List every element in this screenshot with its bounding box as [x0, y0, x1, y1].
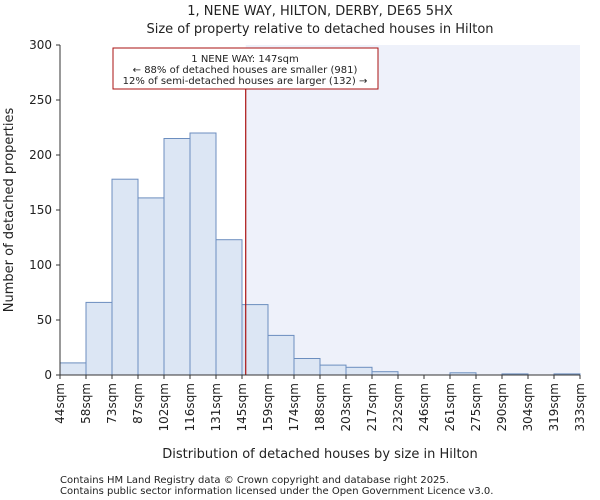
y-axis-label: Number of detached properties	[2, 108, 17, 313]
annotation-box: 1 NENE WAY: 147sqm ← 88% of detached hou…	[112, 47, 379, 90]
annotation-smaller: ← 88% of detached houses are smaller (98…	[133, 65, 358, 76]
x-tick-label: 319sqm	[547, 383, 561, 431]
x-tick-label: 131sqm	[209, 383, 223, 431]
x-tick-label: 87sqm	[131, 383, 145, 424]
y-tick-label: 100	[29, 258, 52, 272]
y-axis: 0 50 100 150 200 250 300	[29, 38, 61, 382]
annotation-larger: 12% of semi-detached houses are larger (…	[123, 76, 368, 87]
x-tick-label: 261sqm	[443, 383, 457, 431]
chart-title-line2: Size of property relative to detached ho…	[146, 22, 493, 37]
bar-159sqm	[267, 334, 295, 376]
x-tick-label: 232sqm	[391, 383, 405, 431]
bar-174sqm	[293, 358, 321, 376]
bar-87sqm	[137, 197, 165, 376]
x-axis-label: Distribution of detached houses by size …	[162, 447, 478, 462]
bar-203sqm	[345, 366, 373, 376]
y-tick-label: 200	[29, 148, 52, 162]
y-tick-label: 150	[29, 203, 52, 217]
bar-58sqm	[85, 301, 113, 376]
bars-group	[59, 132, 581, 376]
footer-line2: Contains public sector information licen…	[60, 486, 493, 497]
x-tick-label: 145sqm	[235, 383, 249, 431]
x-tick-label: 159sqm	[261, 383, 275, 431]
bar-116sqm	[189, 132, 217, 376]
bar-102sqm	[163, 138, 191, 376]
bar-44sqm	[59, 362, 87, 376]
annotation-label: 1 NENE WAY: 147sqm	[191, 54, 298, 65]
x-tick-label: 102sqm	[157, 383, 171, 431]
x-axis: 44sqm 58sqm 73sqm 87sqm 102sqm 116sqm 131sqm 14…	[53, 374, 587, 431]
x-tick-label: 73sqm	[105, 383, 119, 424]
footer-line1: Contains HM Land Registry data © Crown c…	[60, 475, 449, 486]
larger-region-shade	[245, 45, 580, 375]
x-tick-label: 203sqm	[339, 383, 353, 431]
x-tick-label: 58sqm	[79, 383, 93, 424]
x-tick-label: 174sqm	[287, 383, 301, 431]
x-tick-label: 217sqm	[365, 383, 379, 431]
x-tick-label: 290sqm	[495, 383, 509, 431]
bar-73sqm	[111, 178, 139, 376]
y-tick-label: 0	[44, 368, 52, 382]
y-tick-label: 50	[37, 313, 52, 327]
x-tick-label: 333sqm	[573, 383, 587, 431]
x-tick-label: 304sqm	[521, 383, 535, 431]
x-tick-label: 116sqm	[183, 383, 197, 431]
x-tick-label: 44sqm	[53, 383, 67, 424]
y-tick-label: 300	[29, 38, 52, 52]
bar-131sqm	[215, 239, 243, 376]
chart-title-line1: 1, NENE WAY, HILTON, DERBY, DE65 5HX	[187, 4, 453, 19]
x-tick-label: 188sqm	[313, 383, 327, 431]
x-tick-label: 246sqm	[417, 383, 431, 431]
x-tick-label: 275sqm	[469, 383, 483, 431]
bar-188sqm	[319, 364, 347, 376]
y-tick-label: 250	[29, 93, 52, 107]
